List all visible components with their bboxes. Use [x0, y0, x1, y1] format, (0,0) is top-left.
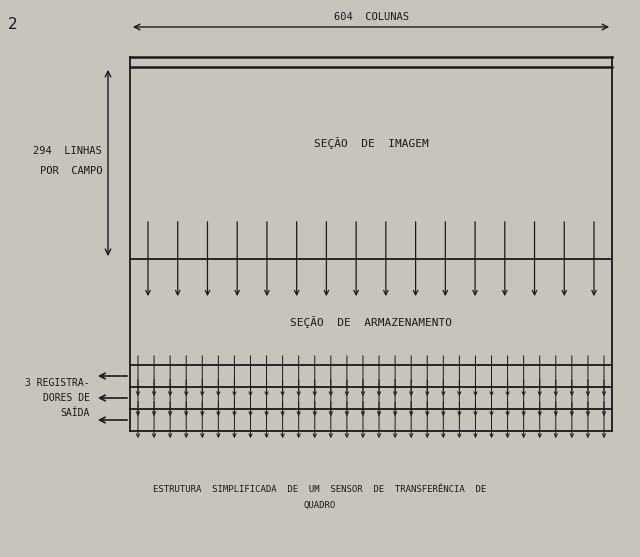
Text: 2: 2 [8, 17, 18, 32]
Text: ESTRUTURA  SIMPLIFICADA  DE  UM  SENSOR  DE  TRANSFERÊNCIA  DE: ESTRUTURA SIMPLIFICADA DE UM SENSOR DE T… [154, 485, 486, 494]
Text: 604  COLUNAS: 604 COLUNAS [333, 12, 408, 22]
Text: QUADRO: QUADRO [304, 501, 336, 510]
Text: 294  LINHAS: 294 LINHAS [33, 146, 102, 156]
Text: DORES DE: DORES DE [43, 393, 90, 403]
Text: POR  CAMPO: POR CAMPO [40, 166, 102, 176]
Text: SEÇÃO  DE  ARMAZENAMENTO: SEÇÃO DE ARMAZENAMENTO [290, 316, 452, 328]
Text: SEÇÃO  DE  IMAGEM: SEÇÃO DE IMAGEM [314, 137, 428, 149]
Text: SAÍDA: SAÍDA [61, 408, 90, 418]
Text: 3 REGISTRA-: 3 REGISTRA- [26, 378, 90, 388]
